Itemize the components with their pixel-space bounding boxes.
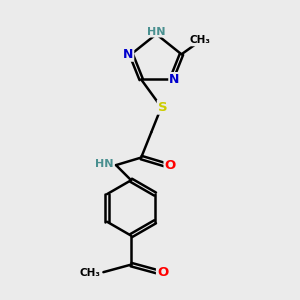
Text: S: S xyxy=(158,101,167,114)
Text: CH₃: CH₃ xyxy=(80,268,101,278)
Text: O: O xyxy=(157,266,168,279)
Text: N: N xyxy=(123,48,133,61)
Text: HN: HN xyxy=(95,159,113,169)
Text: HN: HN xyxy=(147,27,166,37)
Text: O: O xyxy=(164,159,176,172)
Text: N: N xyxy=(169,73,180,86)
Text: CH₃: CH₃ xyxy=(190,35,211,45)
